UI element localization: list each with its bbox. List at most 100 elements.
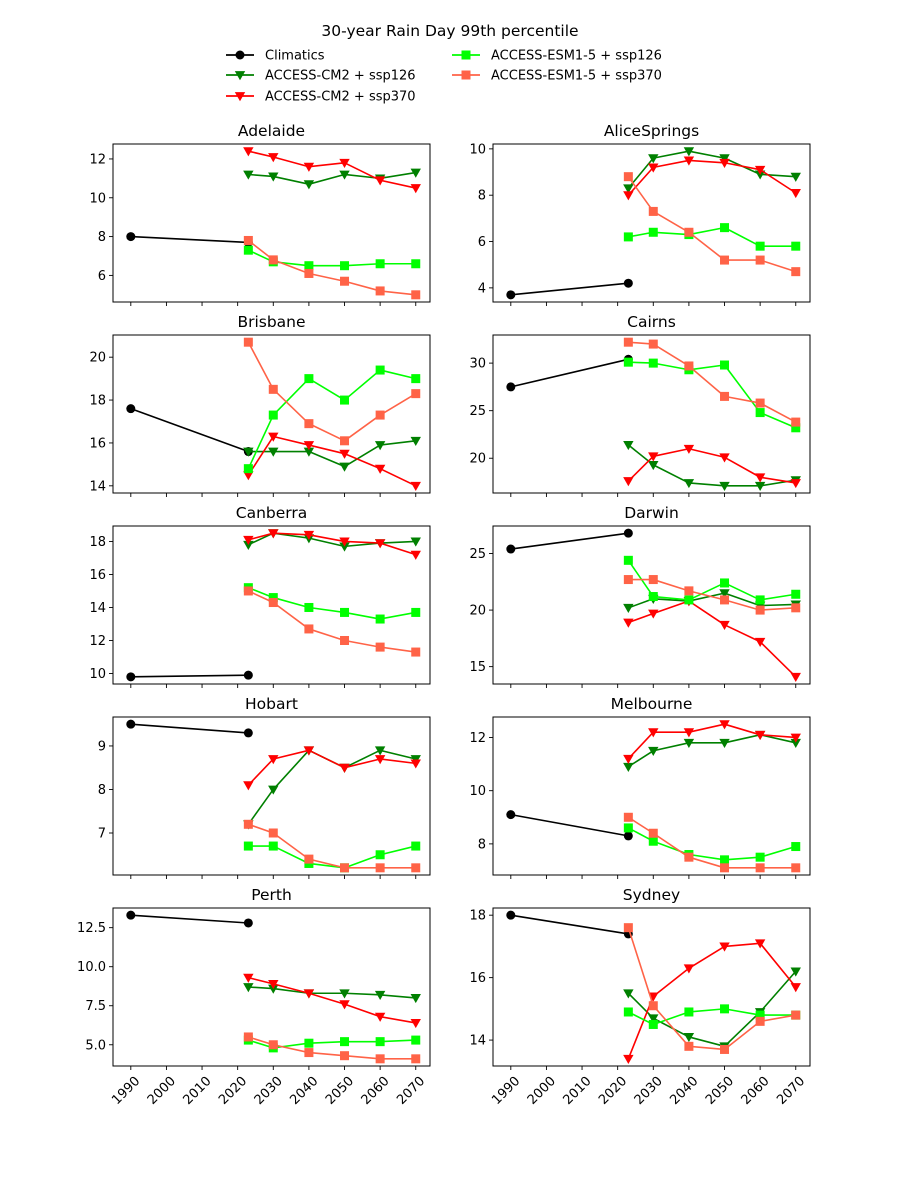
legend-entry-access-esm1-5-ssp370: ACCESS-ESM1-5 + ssp370 — [452, 69, 662, 84]
data-point — [268, 984, 279, 994]
legend-label: Climatics — [265, 49, 325, 64]
panel-cairns: Cairns 20 25 30 — [469, 313, 811, 497]
series-climatics — [506, 278, 633, 300]
data-point — [374, 441, 386, 451]
data-point — [268, 598, 278, 608]
data-point — [268, 384, 278, 394]
x-tick-label: 2050 — [323, 1074, 357, 1108]
data-point — [375, 365, 385, 375]
data-point — [623, 528, 633, 538]
data-point — [648, 1001, 658, 1011]
data-point — [411, 647, 421, 657]
data-point — [374, 755, 386, 765]
data-point — [304, 268, 314, 278]
data-point — [339, 989, 350, 999]
data-point — [623, 232, 633, 242]
data-point — [374, 176, 386, 186]
data-point — [648, 592, 658, 602]
series-line — [130, 674, 249, 678]
chart-title: 30-year Rain Day 99th percentile — [321, 22, 578, 40]
data-point — [623, 762, 634, 772]
y-tick-label: 14 — [89, 601, 106, 616]
series-climatics — [126, 910, 253, 928]
data-point — [623, 172, 633, 182]
series-line — [510, 532, 629, 550]
data-point — [684, 361, 694, 371]
data-point — [304, 602, 314, 612]
panel-melbourne: Melbourne 8 10 12 — [469, 695, 811, 879]
data-point — [791, 1010, 801, 1020]
legend-label: ACCESS-CM2 + ssp370 — [265, 90, 416, 105]
data-point — [720, 855, 730, 865]
data-point — [720, 223, 730, 233]
data-point — [243, 170, 254, 180]
series-climatics — [506, 810, 633, 841]
data-point — [375, 850, 385, 860]
data-point — [683, 1033, 695, 1043]
series-access-cm2-ssp370 — [243, 432, 421, 492]
data-point — [623, 831, 633, 841]
y-tick-label: 12 — [89, 152, 106, 167]
panel-title: Adelaide — [238, 122, 305, 140]
data-point — [340, 276, 350, 286]
y-tick-label: 20 — [469, 604, 486, 619]
data-point — [719, 158, 730, 168]
panel-hobart: Hobart 7 8 9 — [98, 695, 431, 879]
data-point — [720, 863, 730, 873]
series-access-cm2-ssp370 — [623, 156, 801, 201]
y-tick-label: 10.0 — [77, 960, 106, 975]
data-point — [623, 823, 633, 833]
panel-title: AliceSprings — [604, 122, 699, 140]
data-point — [410, 759, 421, 769]
y-tick-label: 18 — [89, 394, 106, 409]
data-point — [623, 754, 634, 764]
series-line — [510, 282, 629, 296]
data-point — [755, 863, 765, 873]
panel-alicesprings: AliceSprings 4 6 8 10 — [469, 122, 811, 306]
data-point — [374, 990, 386, 1001]
y-tick-label: 8 — [98, 230, 106, 245]
data-point — [303, 447, 315, 457]
series-access-cm2-ssp370 — [243, 147, 421, 194]
axes-frame — [492, 143, 811, 303]
y-tick-label: 9 — [98, 739, 106, 754]
data-point — [720, 578, 730, 588]
data-point — [648, 206, 658, 216]
x-tick-label: 2070 — [394, 1074, 428, 1108]
data-point — [375, 1037, 385, 1047]
data-point — [268, 447, 279, 457]
data-point — [411, 1054, 421, 1064]
data-point — [790, 983, 801, 993]
data-point — [648, 728, 659, 738]
data-point — [648, 154, 659, 164]
series-line — [628, 341, 797, 423]
data-point — [684, 1007, 694, 1017]
data-point — [719, 942, 730, 952]
panel-title: Perth — [251, 886, 292, 904]
data-point — [375, 259, 385, 269]
data-point — [648, 575, 658, 585]
data-point — [790, 967, 801, 977]
data-point — [340, 436, 350, 446]
axes-frame — [112, 334, 431, 494]
series-access-cm2-ssp126 — [243, 746, 421, 830]
data-point — [375, 286, 385, 296]
data-point — [374, 1012, 386, 1022]
data-point — [375, 614, 385, 624]
data-point — [243, 535, 254, 545]
data-point — [243, 464, 253, 474]
y-tick-label: 18 — [469, 909, 486, 924]
series-access-esm1-5-ssp370 — [243, 1032, 421, 1064]
x-tick-label: 2070 — [774, 1074, 808, 1108]
data-point — [623, 278, 633, 288]
series-line — [248, 532, 416, 556]
series-access-esm1-5-ssp370 — [243, 337, 421, 446]
y-tick-label: 8 — [478, 189, 486, 204]
series-line — [248, 150, 416, 189]
data-point — [303, 162, 315, 172]
data-point — [243, 841, 253, 851]
series-line — [627, 150, 796, 189]
series-line — [627, 447, 796, 484]
data-point — [268, 172, 279, 182]
